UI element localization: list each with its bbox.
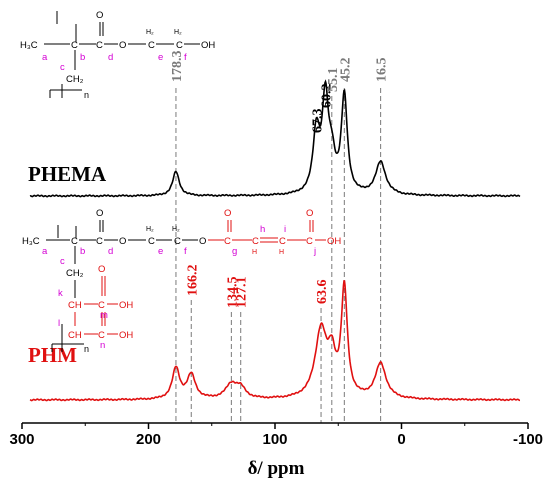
x-axis-title: δ/ ppm <box>248 458 305 479</box>
peak-label: 16.5 <box>375 58 390 83</box>
phm-oh-j: OH <box>327 236 341 247</box>
peak-label: 134.5 <box>225 277 240 309</box>
phema-o-ester: O <box>119 40 126 51</box>
peak-labels: 178.3 67.360.255.145.2 16.5 166.2 134.5127.1… <box>170 51 390 309</box>
phm-label-a: a <box>42 246 48 257</box>
phema-n: n <box>84 90 89 100</box>
phm-c-h: C <box>252 236 259 247</box>
phm-label-h: h <box>260 224 265 235</box>
phema-structure: H₃C C C O O H₂ C H₂ C OH CH₂ n a b c d e… <box>20 10 215 100</box>
phema-c-carbonyl: C <box>96 40 103 51</box>
x-tick-label: -100 <box>513 431 543 448</box>
phm-structure: H₃C C C O O H₂ C H₂ C O C O C H C H C O <box>22 208 341 354</box>
phm-o-g: O <box>224 208 231 219</box>
phm-c-carbonyl: C <box>96 236 103 247</box>
phm-ch2: CH₂ <box>66 268 84 279</box>
peak-label: 178.3 <box>170 51 185 83</box>
phm-label-l: l <box>58 318 60 329</box>
phm-label-m: m <box>100 310 108 321</box>
series-label-phm: PHM <box>28 343 77 367</box>
reference-lines <box>175 88 382 423</box>
peak-label: 55.1 <box>326 68 341 93</box>
phema-o-carbonyl: O <box>96 10 103 21</box>
phm-label-g: g <box>232 246 237 257</box>
phm-h2-f: H₂ <box>172 226 180 233</box>
peak-label: 166.2 <box>185 265 200 297</box>
phema-h2-e: H₂ <box>146 29 154 36</box>
x-tick-label: 200 <box>136 431 161 448</box>
phm-c-e: C <box>148 236 155 247</box>
phm-oh-n: OH <box>119 330 133 341</box>
phema-h2-f: H₂ <box>174 29 182 36</box>
phema-label-d: d <box>108 52 113 63</box>
phm-c-n: C <box>98 330 105 341</box>
phema-label-b: b <box>80 52 85 63</box>
phema-label-c: c <box>60 62 65 73</box>
phm-ch-k: CH <box>68 300 82 311</box>
phm-o-m: O <box>98 264 105 275</box>
phm-label-e: e <box>158 246 163 257</box>
phm-h-i: H <box>279 249 284 256</box>
phm-c-g: C <box>224 236 231 247</box>
phm-label-k: k <box>58 288 63 299</box>
series-line-phm <box>29 280 521 402</box>
phm-o-carbonyl: O <box>96 208 103 219</box>
phm-oh-m: OH <box>119 300 133 311</box>
phema-label-a: a <box>42 52 48 63</box>
series-label-phema: PHEMA <box>28 162 107 186</box>
peak-label: 63.6 <box>315 280 330 305</box>
phema-c-backbone: C <box>71 40 78 51</box>
phm-label-n: n <box>100 340 105 351</box>
phm-label-f: f <box>184 246 187 257</box>
phm-h-h: H <box>252 249 257 256</box>
phm-c-j: C <box>306 236 313 247</box>
phm-o-ester2: O <box>199 236 206 247</box>
phm-o-ester1: O <box>119 236 126 247</box>
phm-o-j: O <box>306 208 313 219</box>
phm-ch-l: CH <box>68 330 82 341</box>
peak-label: 60.2 <box>319 84 334 109</box>
peak-label: 67.3 <box>310 109 325 134</box>
x-tick-label: 300 <box>9 431 34 448</box>
phm-c-i: C <box>279 236 286 247</box>
phm-c-f: C <box>174 236 181 247</box>
phm-c-m: C <box>98 300 105 311</box>
spectra <box>29 79 521 402</box>
x-tick-label: 0 <box>397 431 405 448</box>
x-axis: 300 200 100 0 -100 <box>9 422 543 448</box>
phema-c-e: C <box>148 40 155 51</box>
phema-h3c: H₃C <box>20 40 38 51</box>
series-line-phema <box>29 79 521 198</box>
peak-label: 127.1 <box>235 277 250 309</box>
phema-label-e: e <box>158 52 163 63</box>
peak-label: 45.2 <box>338 58 353 83</box>
phm-label-i: i <box>284 224 286 235</box>
phema-ch2: CH₂ <box>66 74 84 85</box>
phema-c-f: C <box>176 40 183 51</box>
phm-label-b: b <box>80 246 85 257</box>
phm-h3c: H₃C <box>22 236 40 247</box>
phm-label-c: c <box>60 256 65 267</box>
phm-n: n <box>84 344 89 354</box>
phm-label-d: d <box>108 246 113 257</box>
x-tick-label: 100 <box>262 431 287 448</box>
phema-label-f: f <box>184 52 187 63</box>
phm-c-backbone: C <box>71 236 78 247</box>
phm-h2-e: H₂ <box>146 226 154 233</box>
phema-oh: OH <box>201 40 215 51</box>
phm-label-j: j <box>313 246 316 257</box>
